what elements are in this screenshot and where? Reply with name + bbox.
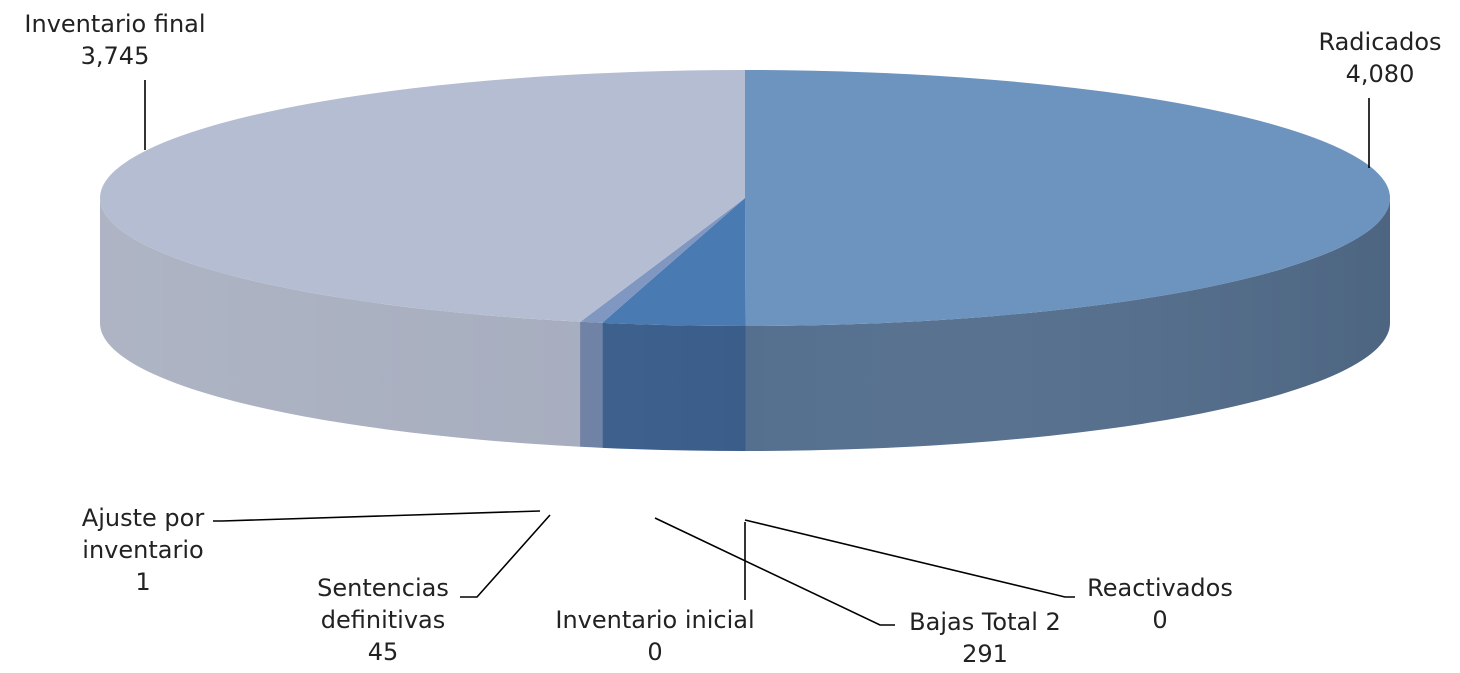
pie-slice-bajas-total-2 (602, 198, 746, 326)
pie-side-shading (100, 198, 1390, 451)
data-label-category: Inventario inicial (555, 606, 754, 634)
data-label-value: 3,745 (81, 42, 150, 70)
data-label-category: definitivas (321, 606, 446, 634)
data-label-category: Radicados (1318, 28, 1441, 56)
leader-line (460, 514, 551, 598)
pie-slice-sentencias-definitivas (580, 198, 745, 323)
data-label-inventario-final: Inventario final 3,745 (24, 10, 206, 150)
data-label-value: 0 (647, 638, 662, 666)
data-label-value: 291 (962, 640, 1008, 668)
pie-slice-inventario-final (99, 70, 745, 322)
data-label-category: Ajuste por (82, 504, 205, 532)
leader-line (654, 517, 895, 626)
data-label-category: Sentencias (317, 574, 449, 602)
data-label-category: Reactivados (1087, 574, 1233, 602)
data-label-category: inventario (82, 536, 203, 564)
data-label-reactivados: Reactivados 0 (744, 519, 1233, 634)
data-labels: Inventario inicial 0 Radicados 4,080 Reactiv… (24, 10, 1441, 668)
data-label-sentencias-definitivas: Sentencias definitivas 45 (317, 514, 551, 666)
data-label-category: Inventario final (24, 10, 205, 38)
data-label-inventario-inicial: Inventario inicial 0 (555, 522, 755, 666)
pie-sides (100, 198, 1390, 451)
data-label-value: 0 (1152, 606, 1167, 634)
data-label-value: 45 (368, 638, 399, 666)
data-label-category: Bajas Total 2 (909, 608, 1061, 636)
data-label-ajuste-por-inventario: Ajuste por inventario 1 (82, 504, 541, 596)
data-label-bajas-total-2: Bajas Total 2 291 (654, 517, 1061, 668)
data-label-value: 1 (135, 568, 150, 596)
pie-top-slices (99, 69, 1391, 326)
data-label-value: 4,080 (1346, 60, 1415, 88)
data-label-radicados: Radicados 4,080 (1318, 28, 1442, 168)
pie-slice-radicados (745, 69, 1391, 326)
pie-slice-ajuste-por-inventario (580, 198, 745, 322)
leader-line (213, 510, 541, 522)
leader-line (744, 519, 1075, 598)
